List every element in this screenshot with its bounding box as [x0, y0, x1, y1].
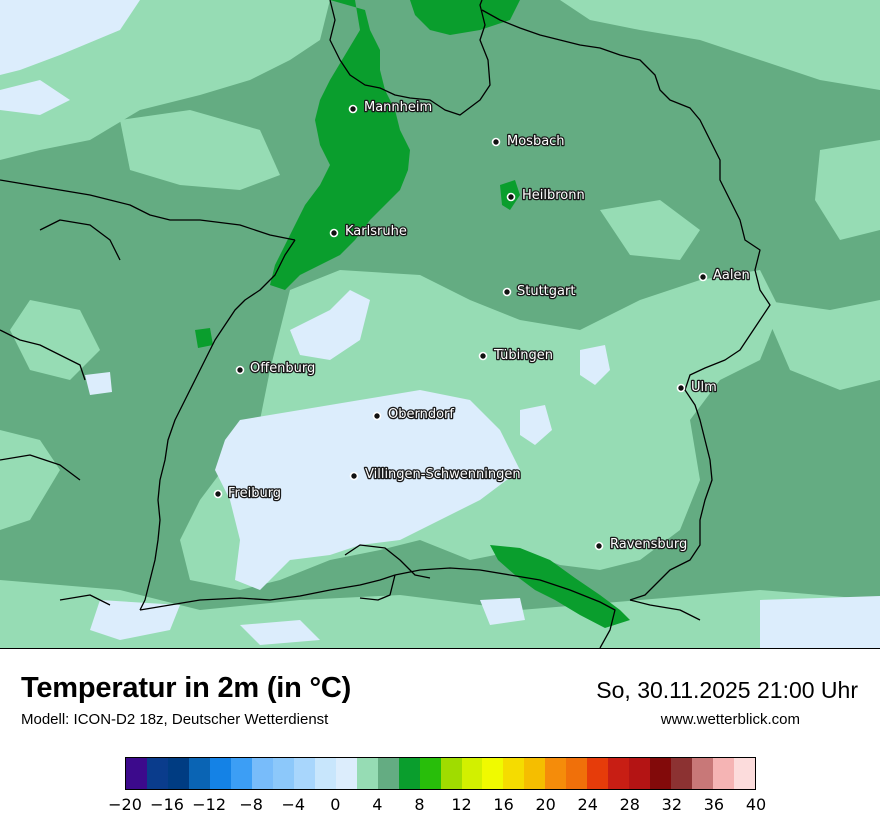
city-tuebingen[interactable]: Tübingen [478, 347, 554, 364]
legend-tick-label: −8 [239, 795, 263, 814]
city-dot [676, 383, 686, 393]
legend-swatch [251, 758, 273, 789]
city-dot [698, 272, 708, 282]
city-ulm[interactable]: Ulm [676, 379, 718, 396]
model-subtitle: Modell: ICON-D2 18z, Deutscher Wetterdie… [21, 711, 329, 728]
legend-swatch [335, 758, 357, 789]
city-dot [235, 365, 245, 375]
legend-swatch [293, 758, 315, 789]
city-heilbronn[interactable]: Heilbronn [506, 187, 586, 204]
city-label: Freiburg [228, 486, 281, 501]
legend-swatch [482, 758, 504, 789]
legend-tick-label: 36 [703, 795, 725, 814]
city-label: Stuttgart [517, 284, 575, 299]
website-link[interactable]: www.wetterblick.com [660, 711, 800, 728]
legend-swatch [524, 758, 546, 789]
city-karlsruhe[interactable]: Karlsruhe [329, 223, 408, 240]
page-title: Temperatur in 2m (in °C) [21, 672, 352, 704]
legend-swatch [461, 758, 483, 789]
city-mosbach[interactable]: Mosbach [491, 133, 566, 150]
legend-swatch [503, 758, 525, 789]
legend-swatch [146, 758, 168, 789]
legend-tick-label: 24 [577, 795, 598, 814]
city-label: Mosbach [507, 134, 565, 149]
region-borders [0, 0, 771, 648]
legend-tick-label: −20 [108, 795, 142, 814]
map-canvas: Mannheim Mosbach Heilbronn Karlsruhe Aal… [0, 0, 880, 648]
legend-swatch [419, 758, 441, 789]
city-label: Karlsruhe [345, 224, 407, 239]
city-ravensburg[interactable]: Ravensburg [594, 536, 689, 553]
city-oberndorf[interactable]: Oberndorf [372, 406, 456, 423]
legend-swatch [126, 758, 147, 789]
city-dot [329, 228, 339, 238]
city-offenburg[interactable]: Offenburg [235, 360, 317, 377]
temperature-map[interactable]: Mannheim Mosbach Heilbronn Karlsruhe Aal… [0, 0, 880, 648]
legend-swatch [356, 758, 378, 789]
legend-swatch [629, 758, 651, 789]
city-label: Offenburg [250, 361, 315, 376]
legend-swatch [188, 758, 210, 789]
legend-tick-label: 20 [535, 795, 556, 814]
city-dot [372, 411, 382, 421]
legend-tick-label: −12 [192, 795, 227, 814]
legend-swatch [440, 758, 462, 789]
legend-swatch [650, 758, 672, 789]
legend-tick-label: −16 [150, 795, 184, 814]
legend-swatch [734, 758, 756, 789]
city-dot [491, 137, 501, 147]
city-aalen[interactable]: Aalen [698, 267, 751, 284]
legend-swatch [587, 758, 609, 789]
legend-swatch [377, 758, 399, 789]
legend-tick-label: 4 [372, 795, 383, 814]
legend-swatch [230, 758, 252, 789]
legend-swatch [398, 758, 420, 789]
legend-swatch [209, 758, 231, 789]
legend-swatch [608, 758, 630, 789]
legend-tick-label: 8 [414, 795, 425, 814]
city-dot [478, 351, 488, 361]
legend-swatch [545, 758, 567, 789]
legend-ticks: −20 −16 −12 −8 −4 0 4 8 12 16 20 24 28 32 36 40 [108, 795, 766, 819]
legend-tick-label: −4 [281, 795, 306, 814]
city-mannheim[interactable]: Mannheim [348, 99, 433, 116]
color-legend [125, 757, 756, 790]
legend-swatch [314, 758, 336, 789]
legend-swatch [692, 758, 714, 789]
city-dot [502, 287, 512, 297]
city-markers: Mannheim Mosbach Heilbronn Karlsruhe Aal… [213, 99, 751, 553]
legend-tick-label: 32 [661, 795, 683, 814]
city-label: Ulm [691, 380, 717, 395]
city-label: Heilbronn [522, 188, 585, 203]
city-dot [506, 192, 516, 202]
legend-swatch [167, 758, 189, 789]
city-dot [594, 541, 604, 551]
city-dot [349, 471, 359, 481]
city-label: Aalen [713, 268, 750, 283]
legend-tick-label: 40 [745, 795, 767, 814]
city-label: Tübingen [493, 348, 553, 363]
city-label: Oberndorf [388, 407, 454, 422]
city-label: Villingen-Schwenningen [365, 467, 521, 482]
legend-swatch [713, 758, 735, 789]
city-dot [348, 104, 358, 114]
legend-tick-label: 16 [493, 795, 514, 814]
city-dot [213, 489, 223, 499]
forecast-datetime: So, 30.11.2025 21:00 Uhr [596, 677, 858, 703]
city-label: Mannheim [364, 100, 432, 115]
map-divider [0, 648, 880, 649]
legend-swatch [272, 758, 294, 789]
city-stuttgart[interactable]: Stuttgart [502, 283, 577, 300]
city-villingen-schwenningen[interactable]: Villingen-Schwenningen [349, 466, 522, 483]
city-freiburg[interactable]: Freiburg [213, 485, 282, 502]
legend-tick-label: 28 [619, 795, 640, 814]
legend-swatch [566, 758, 588, 789]
city-label: Ravensburg [610, 537, 687, 552]
light-blue-areas [0, 0, 880, 648]
legend-swatch [671, 758, 693, 789]
legend-tick-label: 12 [451, 795, 472, 814]
legend-tick-label: 0 [330, 795, 341, 814]
